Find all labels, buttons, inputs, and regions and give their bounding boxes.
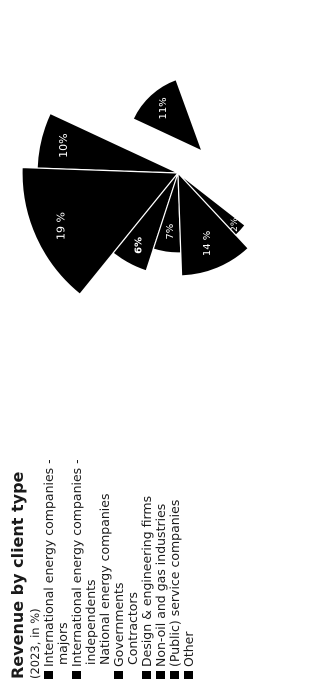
- slice-label: 10%: [57, 133, 70, 157]
- slice-label: 11%: [158, 97, 169, 119]
- slice-label: 14 %: [202, 231, 213, 256]
- slice-label: 6%: [134, 237, 145, 254]
- slice-label: 7%: [165, 224, 176, 240]
- slice-label: 2%: [230, 217, 240, 232]
- slice-label: 19 %: [55, 212, 68, 240]
